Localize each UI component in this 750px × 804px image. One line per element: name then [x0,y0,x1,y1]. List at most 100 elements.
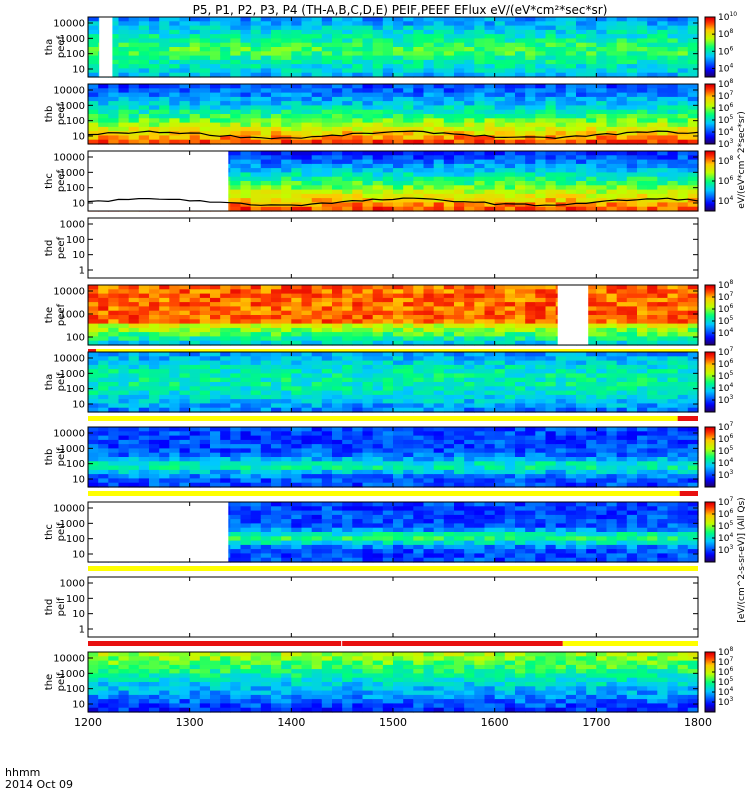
heatmap-cell [505,105,516,110]
heatmap-cell [637,194,648,199]
heatmap-cell [302,114,313,119]
heatmap-cell [444,172,455,177]
heatmap-cell [271,444,282,449]
heatmap-cell [352,298,363,303]
heatmap-cell [169,105,180,110]
heatmap-cell [210,34,221,39]
heatmap-cell [657,21,668,26]
heatmap-cell [647,84,658,89]
heatmap-cell [688,21,699,26]
heatmap-cell [424,369,435,374]
heatmap-cell [586,105,597,110]
heatmap-cell [373,123,384,128]
heatmap-cell [647,369,658,374]
heatmap-cell [220,436,231,441]
heatmap-cell [159,127,170,132]
heatmap-cell [474,378,485,383]
heatmap-cell [230,68,241,73]
heatmap-cell [322,382,333,387]
heatmap-cell [515,17,526,22]
heatmap-cell [281,194,292,199]
heatmap-cell [576,391,587,396]
heatmap-cell [424,123,435,128]
heatmap-cell [393,185,404,190]
heatmap-cell [271,453,282,458]
heatmap-cell [586,190,597,195]
heatmap-cell [535,336,546,341]
heatmap-cell [251,60,262,65]
heatmap-cell [464,64,475,69]
heatmap-cell [241,302,252,307]
heatmap-cell [678,294,689,299]
heatmap-cell [129,105,140,110]
heatmap-cell [291,151,302,156]
heatmap-cell [312,403,323,408]
heatmap-cell [200,466,211,471]
heatmap-cell [444,373,455,378]
heatmap-cell [657,202,668,207]
heatmap-cell [261,461,272,466]
heatmap-cell [363,51,374,56]
heatmap-cell [261,60,272,65]
heatmap-cell [424,190,435,195]
heatmap-cell [200,457,211,462]
heatmap-cell [454,294,465,299]
heatmap-cell [393,356,404,361]
heatmap-cell [546,289,557,294]
heatmap-cell [525,382,536,387]
heatmap-cell [230,151,241,156]
heatmap-cell [668,382,679,387]
y-tick-label: 10 [72,250,85,261]
heatmap-cell [342,110,353,115]
heatmap-cell [566,373,577,378]
heatmap-cell [271,131,282,136]
heatmap-cell [241,185,252,190]
heatmap-cell [454,101,465,106]
heatmap-cell [88,427,99,432]
panel-label-probe: thc [44,173,55,189]
heatmap-cell [525,311,536,316]
colorbar-exponent: 4 [729,327,733,334]
heatmap-cell [129,34,140,39]
heatmap-cell [88,324,99,329]
heatmap-cell [180,356,191,361]
heatmap-cell [241,466,252,471]
heatmap-cell [312,448,323,453]
heatmap-cell [261,373,272,378]
heatmap-cell [515,324,526,329]
heatmap-cell [352,60,363,65]
heatmap-cell [637,110,648,115]
heatmap-cell [485,336,496,341]
heatmap-cell [505,391,516,396]
heatmap-cell [271,64,282,69]
heatmap-cell [281,160,292,165]
heatmap-cell [241,444,252,449]
heatmap-cell [139,56,150,61]
heatmap-cell [190,324,201,329]
heatmap-cell [271,311,282,316]
heatmap-cell [596,88,607,93]
heatmap-cell [525,160,536,165]
heatmap-cell [668,118,679,123]
heatmap-cell [556,56,567,61]
heatmap-cell [322,395,333,400]
heatmap-cell [159,378,170,383]
heatmap-cell [322,168,333,173]
heatmap-cell [220,403,231,408]
heatmap-cell [535,118,546,123]
heatmap-cell [190,17,201,22]
heatmap-cell [190,478,201,483]
heatmap-cell [393,285,404,290]
heatmap-cell [373,319,384,324]
heatmap-cell [363,118,374,123]
heatmap-cell [241,194,252,199]
heatmap-cell [637,311,648,316]
heatmap-cell [291,365,302,370]
heatmap-cell [322,151,333,156]
heatmap-cell [525,378,536,383]
heatmap-cell [505,294,516,299]
heatmap-cell [535,101,546,106]
heatmap-cell [617,101,628,106]
